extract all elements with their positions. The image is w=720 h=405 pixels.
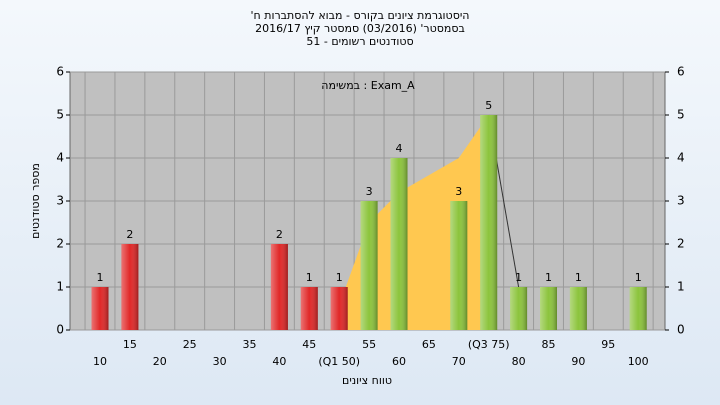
y2-tick-label: 6 [677, 65, 685, 79]
chart-title: בסמסטר' (03/2016) סמסטר קיץ 2016/17 [255, 22, 465, 35]
y-tick-label: 4 [56, 151, 64, 165]
x-tick-label: 85 [542, 338, 556, 351]
x-tick-label: 35 [243, 338, 257, 351]
x-tick-label: 10 [93, 355, 107, 368]
bar-shade [121, 244, 139, 330]
data-label: 1 [97, 271, 104, 284]
y2-tick-label: 5 [677, 108, 685, 122]
bar-shade [270, 244, 288, 330]
bar-shade [450, 201, 468, 330]
data-label: 3 [455, 185, 462, 198]
annotation: במשימה : Exam_A [321, 79, 415, 92]
x-tick-label: 70 [452, 355, 466, 368]
data-label: 1 [635, 271, 642, 284]
data-label: 1 [575, 271, 582, 284]
x-tick-label: 20 [153, 355, 167, 368]
bar-shade [390, 158, 408, 330]
data-label: 1 [336, 271, 343, 284]
data-label: 4 [396, 142, 403, 155]
bar-shade [510, 287, 528, 330]
x-tick-label: 65 [422, 338, 436, 351]
bar-shade [360, 201, 378, 330]
chart-title: 'היסטוגרמת ציונים בקורס - מבוא להסתברות … [251, 9, 470, 22]
x-tick-label: 40 [272, 355, 286, 368]
y-tick-label: 5 [56, 108, 64, 122]
bar-shade [629, 287, 647, 330]
data-label: 2 [126, 228, 133, 241]
x-tick-label: 25 [183, 338, 197, 351]
data-label: 1 [545, 271, 552, 284]
x-tick-label: (Q1 50) [318, 355, 360, 368]
x-tick-label: 15 [123, 338, 137, 351]
x-tick-label: 30 [213, 355, 227, 368]
y2-tick-label: 3 [677, 194, 685, 208]
bar-shade [330, 287, 348, 330]
data-label: 3 [366, 185, 373, 198]
x-tick-label: 80 [512, 355, 526, 368]
bar-shade [480, 115, 498, 330]
data-label: 5 [485, 99, 492, 112]
y-axis-label: מספר סטודנטים [29, 163, 42, 239]
y2-tick-label: 1 [677, 280, 685, 294]
y-tick-label: 1 [56, 280, 64, 294]
x-tick-label: 55 [362, 338, 376, 351]
x-tick-label: 100 [628, 355, 649, 368]
x-tick-label: 95 [601, 338, 615, 351]
x-tick-label: 90 [571, 355, 585, 368]
y2-tick-label: 4 [677, 151, 685, 165]
x-tick-label: 60 [392, 355, 406, 368]
x-axis-label: טווח ציונים [342, 374, 392, 387]
bar-shade [300, 287, 318, 330]
y-tick-label: 2 [56, 237, 64, 251]
x-tick-label: (Q3 75) [468, 338, 510, 351]
bar-shade [569, 287, 587, 330]
y-tick-label: 6 [56, 65, 64, 79]
y-tick-label: 3 [56, 194, 64, 208]
data-label: 2 [276, 228, 283, 241]
data-label: 1 [306, 271, 313, 284]
y2-tick-label: 2 [677, 237, 685, 251]
chart-title: סטודנטים רשומים - 51 [306, 35, 413, 48]
data-label: 1 [515, 271, 522, 284]
y-tick-label: 0 [56, 323, 64, 337]
bar-shade [91, 287, 109, 330]
bar-shade [540, 287, 557, 330]
x-tick-label: 45 [302, 338, 316, 351]
y2-tick-label: 0 [677, 323, 685, 337]
